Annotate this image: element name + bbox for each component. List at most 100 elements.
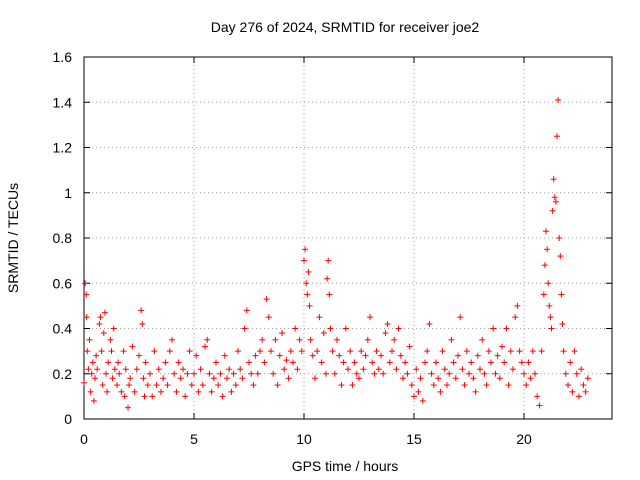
data-point [160, 375, 167, 382]
data-point [433, 359, 439, 366]
data-point [133, 366, 140, 373]
data-point [298, 348, 305, 355]
data-point [206, 370, 213, 377]
data-point [153, 382, 160, 389]
data-point [481, 370, 488, 377]
data-point [518, 359, 525, 366]
data-point [164, 382, 171, 389]
data-point [204, 336, 211, 343]
data-point [552, 198, 559, 205]
data-points [81, 96, 591, 411]
data-point [430, 382, 437, 389]
data-point [243, 307, 250, 314]
data-point [356, 375, 362, 382]
data-point [557, 253, 564, 260]
data-point [263, 296, 270, 303]
data-point [257, 348, 263, 355]
data-point [248, 370, 255, 377]
data-point [393, 366, 400, 373]
data-point [104, 388, 111, 395]
data-point [87, 388, 94, 395]
data-point [305, 268, 312, 275]
data-point [83, 291, 90, 298]
data-point [303, 280, 310, 287]
data-point [470, 375, 477, 382]
data-point [97, 314, 104, 321]
data-point [441, 366, 448, 373]
data-point [292, 325, 299, 332]
data-point [571, 348, 578, 355]
data-point [195, 388, 202, 395]
data-point [554, 133, 560, 140]
data-point [111, 366, 118, 373]
data-point [213, 359, 219, 366]
data-point [272, 336, 279, 343]
data-point [558, 291, 565, 298]
data-point [426, 320, 433, 327]
x-tick-label: 15 [406, 431, 422, 447]
data-point [457, 314, 464, 321]
data-point [496, 375, 503, 382]
data-point [466, 370, 472, 377]
data-point [239, 375, 246, 382]
data-point [193, 352, 200, 359]
data-point [325, 257, 332, 264]
data-point [331, 370, 338, 377]
data-point [173, 388, 180, 395]
data-point [501, 359, 508, 366]
data-point [107, 336, 114, 343]
data-point [510, 366, 516, 373]
data-point [544, 246, 551, 253]
data-point [450, 359, 457, 366]
data-point [82, 280, 89, 287]
data-point [468, 359, 475, 366]
data-point [215, 382, 222, 389]
data-point [384, 320, 391, 327]
y-tick-label: 0 [64, 411, 72, 427]
data-point [81, 379, 87, 386]
data-point [550, 176, 557, 183]
data-point [576, 393, 582, 400]
data-point [221, 352, 228, 359]
data-point [139, 320, 146, 327]
data-point [169, 336, 175, 343]
data-point [155, 366, 162, 373]
data-point [83, 314, 90, 321]
data-point [369, 359, 376, 366]
data-point [527, 375, 534, 382]
data-point [166, 348, 173, 355]
data-point [514, 302, 521, 309]
y-tick-label: 0.8 [53, 230, 73, 246]
data-point [149, 393, 156, 400]
data-point [505, 382, 512, 389]
data-point [316, 314, 323, 321]
data-point [232, 382, 239, 389]
data-point [304, 291, 311, 298]
data-point [373, 348, 380, 355]
y-tick-labels: 0 0.2 0.4 0.6 0.8 1 1.2 1.4 1.6 [53, 49, 73, 427]
data-point [287, 348, 294, 355]
data-point [543, 228, 549, 235]
data-point [324, 275, 331, 282]
data-point [274, 382, 281, 389]
data-point [371, 370, 378, 377]
data-point [402, 359, 409, 366]
data-point [503, 325, 510, 332]
data-point [532, 370, 538, 377]
data-point [182, 393, 189, 400]
data-point [534, 393, 541, 400]
data-point [545, 280, 552, 287]
data-point [237, 366, 244, 373]
data-point [180, 366, 186, 373]
data-point [455, 352, 461, 359]
data-point [105, 359, 112, 366]
data-point [525, 359, 532, 366]
data-point [382, 330, 389, 337]
data-point [326, 291, 333, 298]
data-point [340, 359, 347, 366]
data-point [301, 257, 307, 264]
data-point [184, 370, 191, 377]
data-point [265, 314, 272, 321]
data-point [406, 343, 413, 350]
